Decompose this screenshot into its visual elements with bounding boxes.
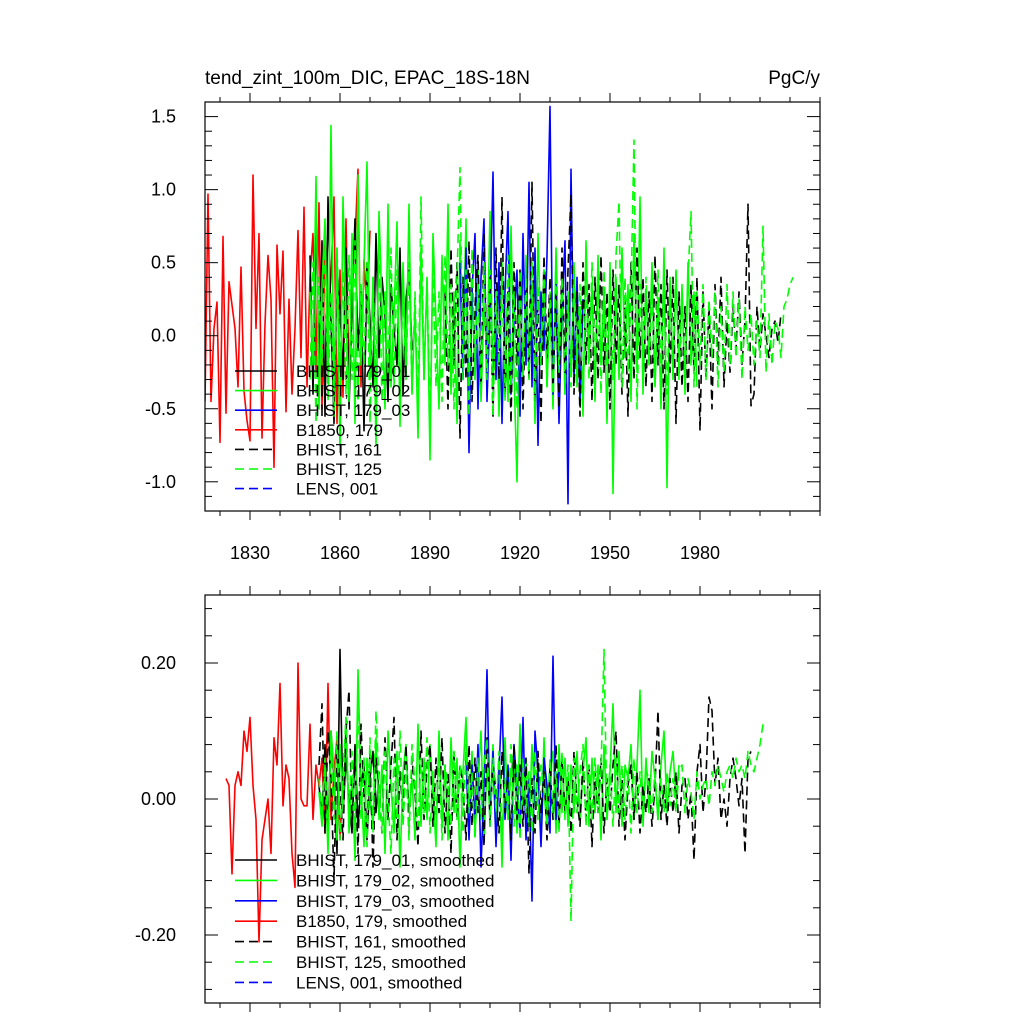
top-y-tick-label: 0.5: [151, 253, 176, 273]
top-legend-label: BHIST, 161: [296, 440, 382, 459]
bottom-series-bhist-161-smoothed: [318, 689, 752, 882]
x-tick-label: 1920: [500, 543, 540, 563]
bottom-legend-label: LENS, 001, smoothed: [296, 973, 462, 992]
top-chart-panel: 1830 1860 1890 1920 1950 1980 1.5 1.0 0.5 0.0 -0.5…: [145, 93, 821, 563]
bottom-y-tick-label: 0.20: [141, 653, 176, 673]
top-series-bhist-125: [309, 139, 794, 425]
top-chart-title: tend_zint_100m_DIC, EPAC_18S-18N: [205, 68, 530, 89]
top-legend-label: BHIST, 179_02: [296, 382, 410, 401]
bottom-legend-label: B1850, 179, smoothed: [296, 912, 467, 931]
bottom-legend-label: BHIST, 179_03, smoothed: [296, 892, 494, 911]
top-y-tick-label: 1.5: [151, 107, 176, 127]
x-tick-label: 1980: [680, 543, 720, 563]
top-legend-label: BHIST, 125: [296, 460, 382, 479]
bottom-legend-label: BHIST, 161, smoothed: [296, 933, 466, 952]
top-legend-label: BHIST, 179_03: [296, 401, 410, 420]
x-tick-label: 1860: [320, 543, 360, 563]
bottom-legend-label: BHIST, 179_01, smoothed: [296, 851, 494, 870]
top-y-tick-label: 0.0: [151, 326, 176, 346]
bottom-series-bhist-125-smoothed: [318, 648, 764, 923]
top-legend-label: LENS, 001: [296, 480, 378, 499]
top-legend-label: BHIST, 179_01: [296, 362, 410, 381]
top-y-tick-label: -0.5: [145, 399, 176, 419]
bottom-legend-label: BHIST, 179_02, smoothed: [296, 871, 494, 890]
top-legend-label: B1850, 179: [296, 421, 383, 440]
x-tick-label: 1890: [410, 543, 450, 563]
top-chart-units: PgC/y: [768, 68, 820, 89]
x-tick-label: 1950: [590, 543, 630, 563]
top-y-tick-label: 1.0: [151, 180, 176, 200]
bottom-y-tick-label: -0.20: [135, 925, 176, 945]
bottom-y-tick-label: 0.00: [141, 789, 176, 809]
bottom-legend-label: BHIST, 125, smoothed: [296, 953, 466, 972]
x-tick-label: 1830: [230, 543, 270, 563]
top-y-tick-label: -1.0: [145, 472, 176, 492]
